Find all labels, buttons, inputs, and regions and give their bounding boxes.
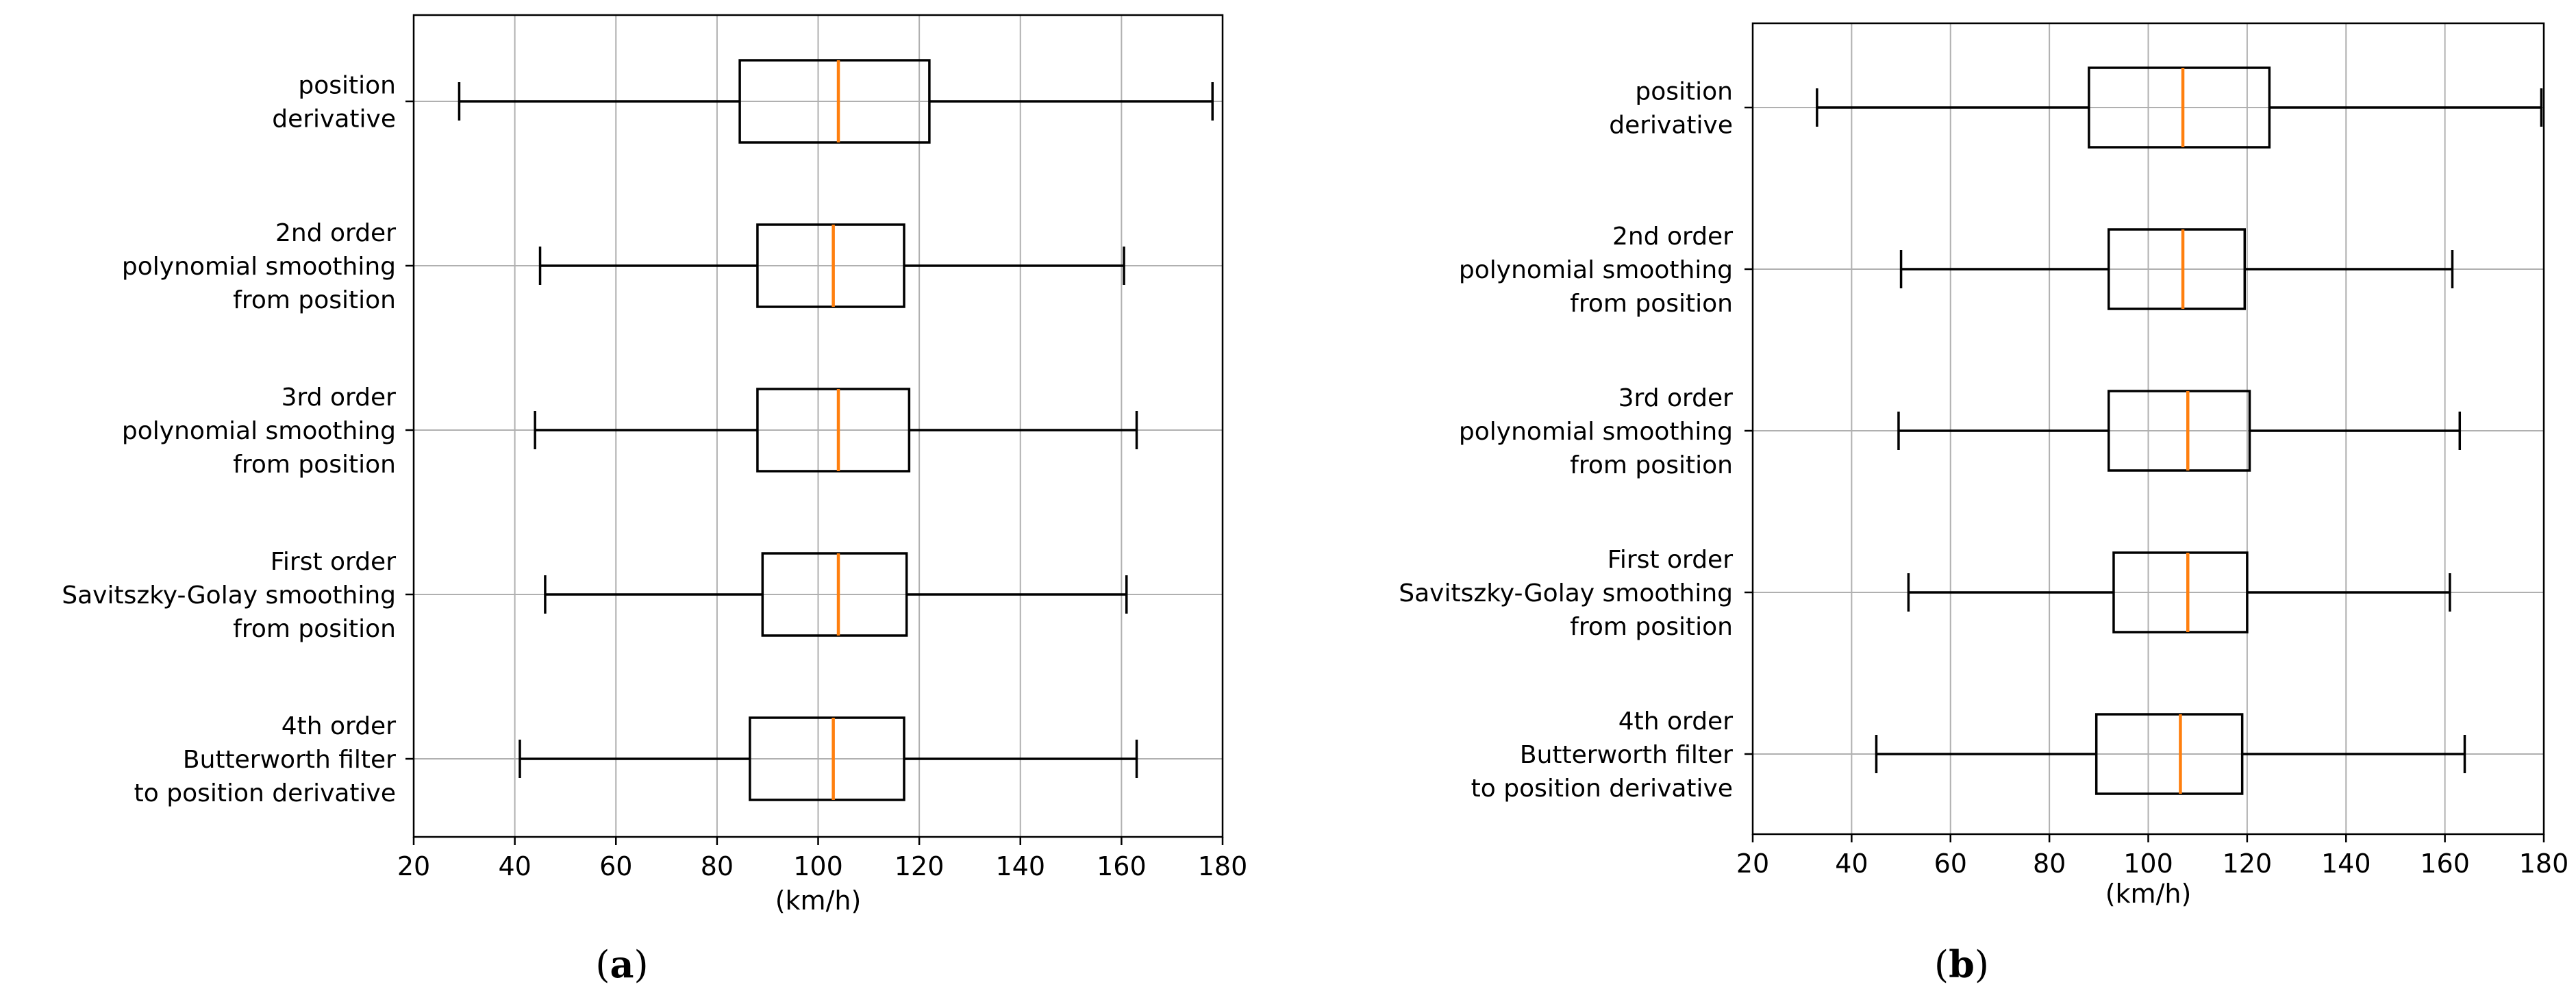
box-2 [538,223,1125,308]
panel-label: (a) [595,942,648,986]
x-tick-label: 180 [2519,849,2569,879]
box-3 [534,388,1138,473]
x-tick-label: 60 [599,851,632,881]
category-label: 3rd order polynomial smoothing from positi… [1459,384,1733,479]
category-label-line: derivative [1609,112,1733,140]
category-label-line: from position [1570,451,1733,479]
x-tick-label: 40 [498,851,531,881]
category-label-line: Butterworth filter [1520,741,1733,769]
x-tick-label: 140 [995,851,1045,881]
iqr-box [738,59,931,144]
x-tick-label: 160 [1097,851,1147,881]
box-3 [1897,390,2462,472]
x-tick-label: 60 [1934,849,1967,879]
x-tick-label: 120 [2223,849,2273,879]
category-label-line: Butterworth filter [183,746,396,774]
category-label-line: from position [233,286,396,314]
category-label-line: polynomial smoothing [122,417,396,445]
iqr-box [749,716,905,801]
category-label-line: 4th order [282,712,396,740]
category-label: 2nd order polynomial smoothing from positi… [122,219,396,314]
x-tick-label: 20 [1736,849,1769,879]
category-label-line: position [1635,78,1733,106]
category-label-line: 2nd order [275,219,396,247]
x-axis-label: (km/h) [2105,879,2192,909]
x-tick-label: 20 [397,851,430,881]
category-label-line: to position derivative [1471,775,1733,803]
iqr-box [2108,228,2247,310]
category-label-line: First order [1608,546,1733,574]
x-tick-label: 80 [701,851,734,881]
x-tick-label: 80 [2033,849,2066,879]
category-label-line: 3rd order [1618,384,1734,412]
category-label-line: Savitszky-Golay smoothing [62,581,396,610]
category-label-line: 2nd order [1612,223,1733,251]
x-axis-label: (km/h) [775,886,862,916]
box-2 [1899,228,2454,310]
chart-panel-b: position derivative 2nd order polynomial sm… [1399,22,2569,986]
category-label-line: polynomial smoothing [122,253,396,281]
chart-panel-a: position derivative 2nd order polynomial sm… [62,14,1248,986]
iqr-box [761,552,908,637]
category-label-line: 3rd order [282,384,397,412]
box-5 [518,716,1138,801]
category-label-line: position [298,72,396,100]
x-tick-label: 100 [2123,849,2173,879]
category-label: 3rd order polynomial smoothing from positi… [122,384,396,479]
category-label: 4th order Butterworth filter to position d… [134,712,397,807]
iqr-box [2094,713,2244,795]
x-tick-label: 180 [1198,851,1248,881]
iqr-box [2108,390,2251,472]
category-label-line: First order [271,548,396,576]
box-1 [1816,66,2543,149]
category-label-line: from position [1570,290,1733,318]
category-label-line: to position derivative [134,779,396,807]
x-tick-label: 120 [895,851,945,881]
x-tick-label: 160 [2420,849,2470,879]
x-tick-label: 100 [793,851,843,881]
category-label: First order Savitszky-Golay smoothing from… [1399,546,1733,641]
box-4 [1907,551,2451,633]
category-label-line: Savitszky-Golay smoothing [1399,579,1733,607]
box-4 [544,552,1128,637]
x-tick-label: 140 [2321,849,2371,879]
category-label-line: from position [233,451,396,479]
box-1 [458,59,1214,144]
panel-label: (b) [1934,942,1989,986]
iqr-box [2088,66,2271,149]
category-label-line: 4th order [1618,707,1733,736]
category-label-line: derivative [272,105,396,134]
category-label: 4th order Butterworth filter to position d… [1471,707,1734,803]
category-label: position derivative [1609,78,1733,140]
category-label-line: polynomial smoothing [1459,256,1733,284]
category-label: 2nd order polynomial smoothing from positi… [1459,223,1733,318]
box-5 [1875,713,2466,795]
category-label-line: from position [233,615,396,643]
category-label: First order Savitszky-Golay smoothing from… [62,548,396,643]
iqr-box [756,223,905,308]
category-label-line: from position [1570,613,1733,641]
iqr-box [756,388,911,473]
iqr-box [2112,551,2249,633]
category-label: position derivative [272,72,396,134]
category-label-line: polynomial smoothing [1459,418,1733,446]
x-tick-label: 40 [1835,849,1868,879]
